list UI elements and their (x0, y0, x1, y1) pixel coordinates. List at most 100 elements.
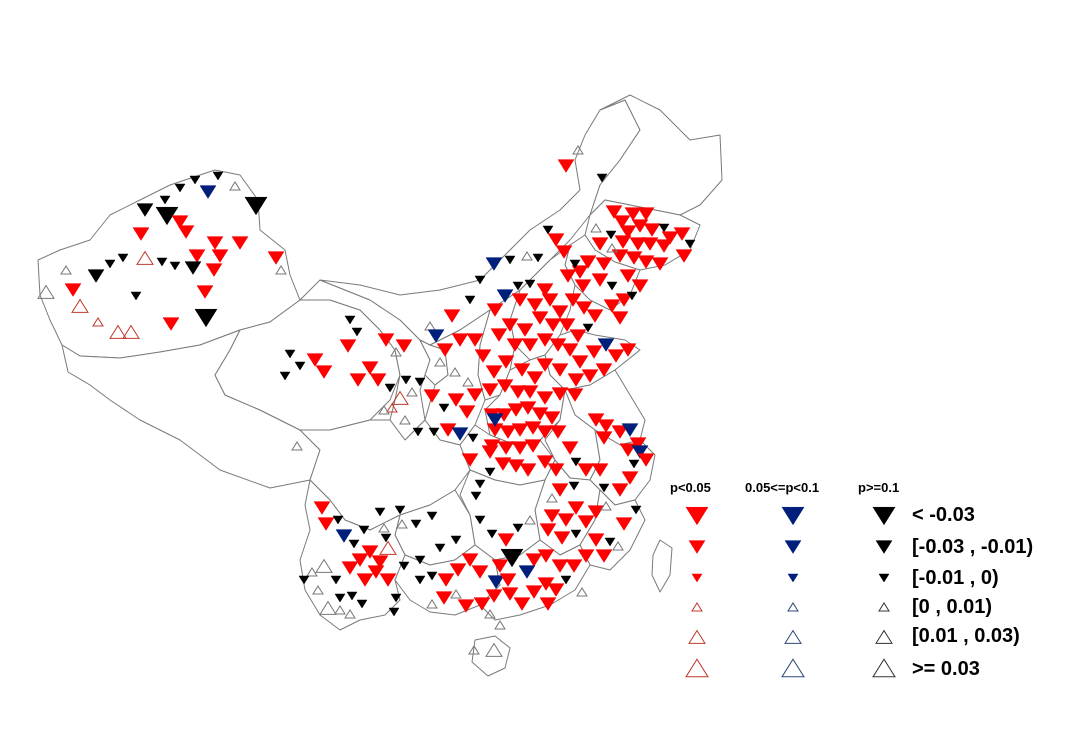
station-marker (619, 269, 637, 283)
station-marker (231, 236, 249, 250)
station-marker (462, 377, 474, 387)
station-marker (467, 433, 479, 443)
station-marker (484, 609, 496, 619)
station-marker (485, 257, 503, 271)
station-marker (575, 301, 593, 315)
station-marker (339, 339, 357, 353)
station-marker (619, 343, 637, 357)
station-marker (414, 575, 426, 585)
station-marker (484, 467, 496, 477)
station-marker (348, 539, 360, 549)
station-marker (524, 439, 542, 453)
station-marker (607, 349, 625, 363)
station-marker (596, 173, 608, 183)
station-marker (458, 405, 476, 419)
station-markers (37, 145, 696, 657)
station-marker (244, 196, 268, 216)
station-marker (332, 515, 344, 525)
station-marker (577, 549, 595, 563)
station-marker (486, 413, 504, 427)
station-marker (132, 227, 150, 241)
station-marker (651, 257, 669, 271)
station-marker (577, 515, 595, 529)
region-taiwan (651, 539, 673, 593)
station-marker (536, 358, 554, 372)
station-marker (587, 533, 605, 547)
station-marker (136, 250, 154, 265)
station-marker (390, 593, 402, 603)
station-marker (561, 441, 579, 455)
station-marker (344, 315, 356, 325)
station-marker (615, 517, 633, 531)
station-marker (461, 453, 479, 467)
legend-class-label-5: [0.01 , 0.03) (912, 625, 1020, 647)
station-marker (507, 403, 525, 417)
station-marker (630, 505, 642, 515)
station-marker (400, 375, 412, 385)
station-marker (537, 549, 555, 563)
station-marker (509, 385, 527, 399)
legend-symbol-p01-class-1 (781, 506, 805, 526)
station-marker (590, 223, 602, 233)
station-marker (361, 361, 379, 375)
station-marker (315, 365, 333, 379)
station-marker (564, 293, 582, 307)
station-marker (291, 441, 303, 451)
station-marker (576, 587, 588, 597)
station-marker (511, 441, 529, 455)
station-marker (451, 333, 469, 347)
station-marker (497, 355, 515, 369)
station-marker (374, 507, 386, 517)
station-marker (87, 269, 105, 283)
station-marker (500, 548, 524, 568)
station-marker (628, 459, 640, 469)
station-marker (378, 405, 390, 415)
station-marker (169, 261, 181, 271)
station-marker (543, 411, 561, 425)
station-marker (684, 239, 696, 249)
station-marker (567, 373, 585, 387)
station-marker (349, 373, 367, 387)
legend-header-p005: p<0.05 (670, 480, 711, 495)
station-marker (412, 427, 424, 437)
station-marker (461, 553, 479, 567)
station-marker (466, 333, 484, 347)
station-marker (595, 549, 613, 563)
station-marker (524, 421, 542, 435)
station-marker (531, 407, 549, 421)
station-marker (619, 225, 637, 239)
station-marker (643, 223, 661, 237)
station-marker (396, 519, 408, 529)
station-marker (491, 559, 509, 573)
station-marker (474, 515, 486, 525)
station-marker (388, 607, 400, 617)
station-marker (156, 257, 168, 267)
station-marker (60, 265, 72, 275)
station-marker (361, 545, 379, 559)
legend-symbol-pns-class-2 (875, 540, 893, 554)
station-marker (481, 383, 499, 397)
station-marker (661, 231, 679, 245)
station-marker (379, 540, 397, 555)
station-marker (629, 237, 647, 251)
station-marker (437, 573, 455, 587)
station-marker (371, 555, 389, 569)
station-marker (521, 338, 539, 352)
station-marker (613, 215, 631, 229)
station-marker (551, 305, 569, 319)
station-marker (543, 509, 561, 523)
station-marker (547, 233, 565, 247)
station-marker (428, 427, 440, 437)
station-marker (611, 249, 629, 263)
station-marker (586, 309, 604, 323)
station-marker (494, 457, 512, 471)
station-marker (485, 365, 503, 379)
station-marker (526, 298, 544, 312)
station-marker (317, 517, 335, 531)
station-marker (604, 537, 616, 547)
legend-class-label-4: [0 , 0.01) (912, 596, 992, 618)
station-marker (557, 159, 575, 173)
station-marker (426, 571, 438, 581)
station-marker (579, 255, 597, 269)
station-marker (496, 289, 514, 303)
